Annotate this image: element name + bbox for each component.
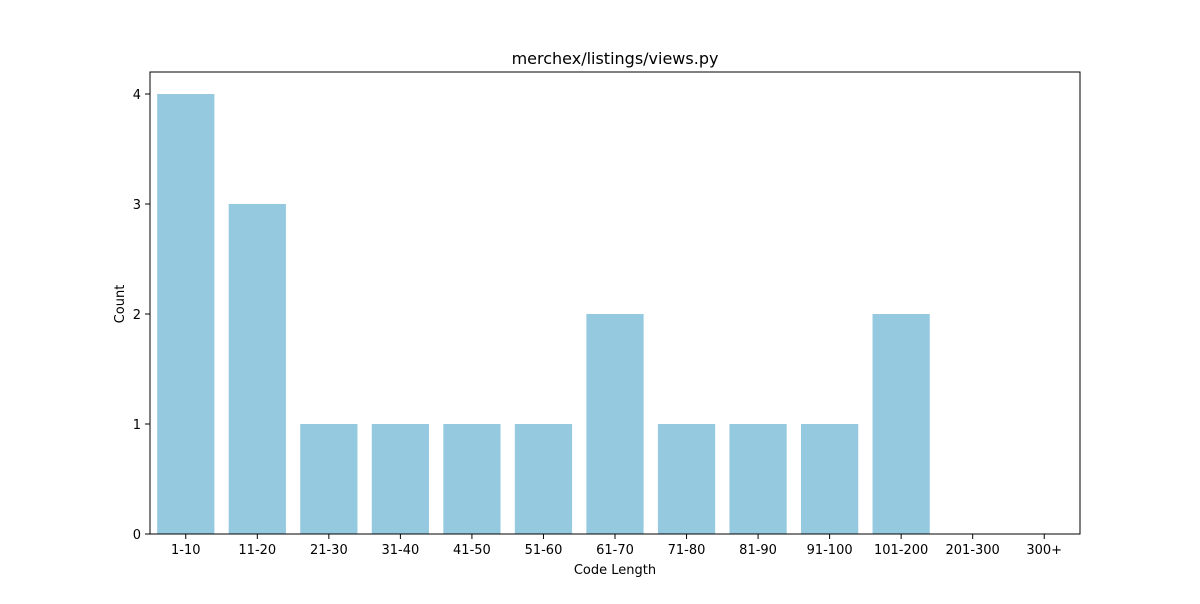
- y-tick-label: 4: [133, 88, 141, 103]
- x-tick-label: 201-300: [946, 543, 1000, 558]
- x-tick-label: 71-80: [668, 543, 706, 558]
- x-tick-label: 300+: [1026, 543, 1062, 558]
- x-axis-label: Code Length: [574, 563, 656, 578]
- bar-11-20: [229, 204, 286, 534]
- bar-101-200: [873, 314, 930, 534]
- y-tick-label: 1: [133, 418, 141, 433]
- chart-title: merchex/listings/views.py: [512, 49, 719, 68]
- bar-51-60: [515, 424, 572, 534]
- bar-1-10: [157, 94, 214, 534]
- x-tick-label: 1-10: [171, 543, 201, 558]
- x-tick-label: 101-200: [874, 543, 928, 558]
- x-tick-label: 31-40: [381, 543, 419, 558]
- x-tick-label: 51-60: [525, 543, 563, 558]
- x-tick-label: 41-50: [453, 543, 491, 558]
- bar-91-100: [801, 424, 858, 534]
- bar-61-70: [586, 314, 643, 534]
- x-axis: 1-10 11-20 21-30 31-40 41-50 51-60 61-70 71-80 8…: [171, 534, 1062, 558]
- y-tick-label: 3: [133, 198, 141, 213]
- y-axis: 0 1 2 3 4: [133, 88, 150, 543]
- x-tick-label: 11-20: [238, 543, 276, 558]
- x-tick-label: 61-70: [596, 543, 634, 558]
- y-tick-label: 0: [133, 528, 141, 543]
- bar-81-90: [729, 424, 786, 534]
- x-tick-label: 91-100: [807, 543, 853, 558]
- y-tick-label: 2: [133, 308, 141, 323]
- bar-41-50: [443, 424, 500, 534]
- bar-21-30: [300, 424, 357, 534]
- y-axis-label: Count: [113, 285, 128, 324]
- x-tick-label: 81-90: [739, 543, 777, 558]
- bar-31-40: [372, 424, 429, 534]
- bars-group: [157, 94, 930, 534]
- bar-71-80: [658, 424, 715, 534]
- x-tick-label: 21-30: [310, 543, 348, 558]
